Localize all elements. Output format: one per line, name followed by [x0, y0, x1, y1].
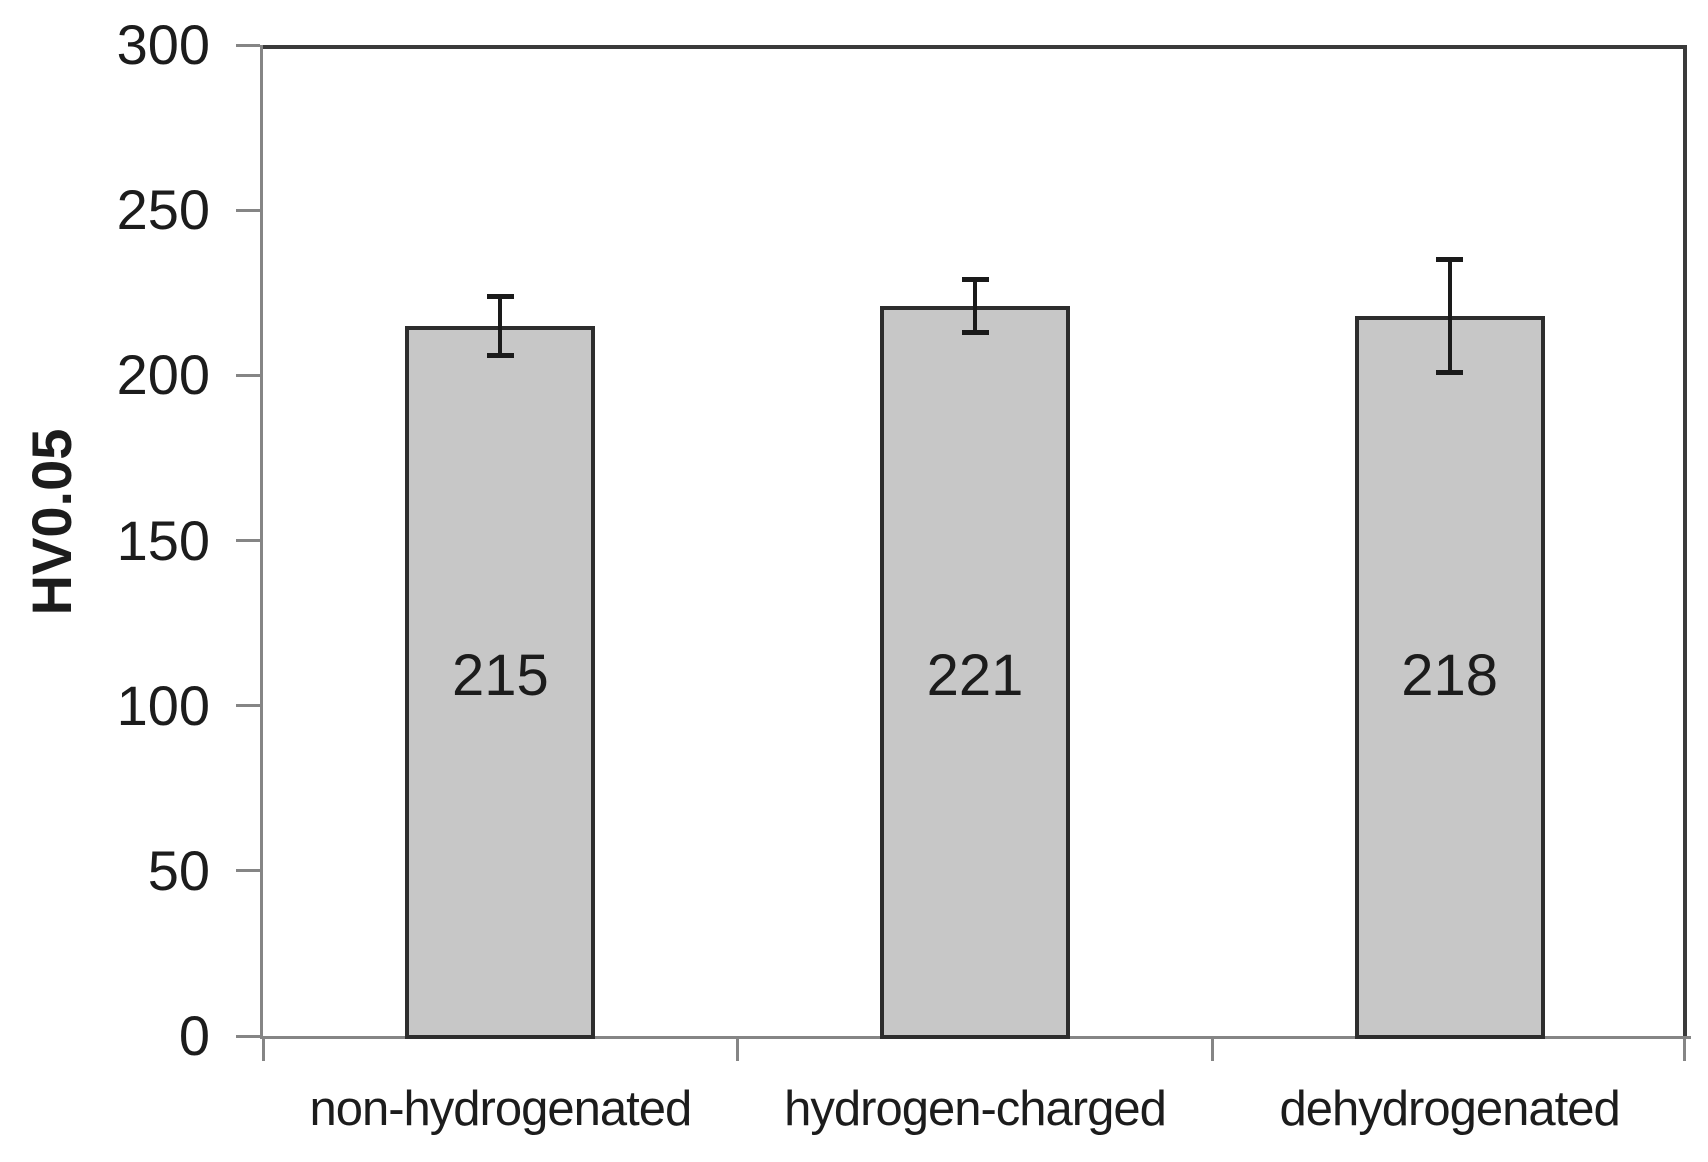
bar-dehydrogenated [1354, 315, 1545, 1039]
y-tick-label: 200 [116, 343, 210, 407]
x-category-label: dehydrogenated [1279, 1082, 1621, 1136]
y-axis-line [260, 45, 263, 1039]
y-tick-label: 300 [116, 13, 210, 76]
error-bar-cap-top [486, 293, 514, 299]
error-bar-cap-bottom [486, 353, 514, 358]
y-tick-label: 50 [147, 838, 210, 902]
x-tick-mark [261, 1039, 265, 1061]
y-tick-mark [236, 208, 260, 212]
error-bar-line [973, 279, 977, 333]
x-category-label: hydrogen-charged [784, 1082, 1167, 1136]
bar-non-hydrogenated [405, 325, 596, 1039]
x-tick-mark [1682, 1039, 1686, 1061]
error-bar-cap-bottom [961, 329, 989, 335]
error-bar-line [1447, 259, 1452, 373]
bar-value-label: 215 [451, 643, 549, 708]
y-tick-mark [236, 43, 260, 47]
y-tick-label: 150 [116, 508, 210, 572]
y-tick-mark [236, 869, 260, 873]
error-bar-cap-bottom [1436, 369, 1464, 375]
error-bar-line [498, 296, 503, 356]
x-tick-mark [1210, 1039, 1214, 1061]
x-tick-mark [736, 1039, 740, 1061]
plot-area [263, 45, 1687, 1036]
y-tick-label: 100 [116, 673, 210, 737]
y-tick-label: 0 [178, 1004, 210, 1067]
x-category-label: non-hydrogenated [309, 1082, 692, 1136]
y-tick-mark [236, 704, 260, 708]
y-tick-label: 250 [116, 178, 210, 242]
error-bar-cap-top [961, 277, 989, 283]
y-tick-mark [236, 539, 260, 542]
y-tick-mark [236, 373, 260, 377]
error-bar-cap-top [1436, 257, 1464, 263]
bar-value-label: 218 [1401, 643, 1499, 708]
bar-hydrogen-charged [880, 305, 1070, 1039]
bar-value-label: 221 [926, 643, 1024, 708]
y-tick-mark [236, 1034, 260, 1038]
